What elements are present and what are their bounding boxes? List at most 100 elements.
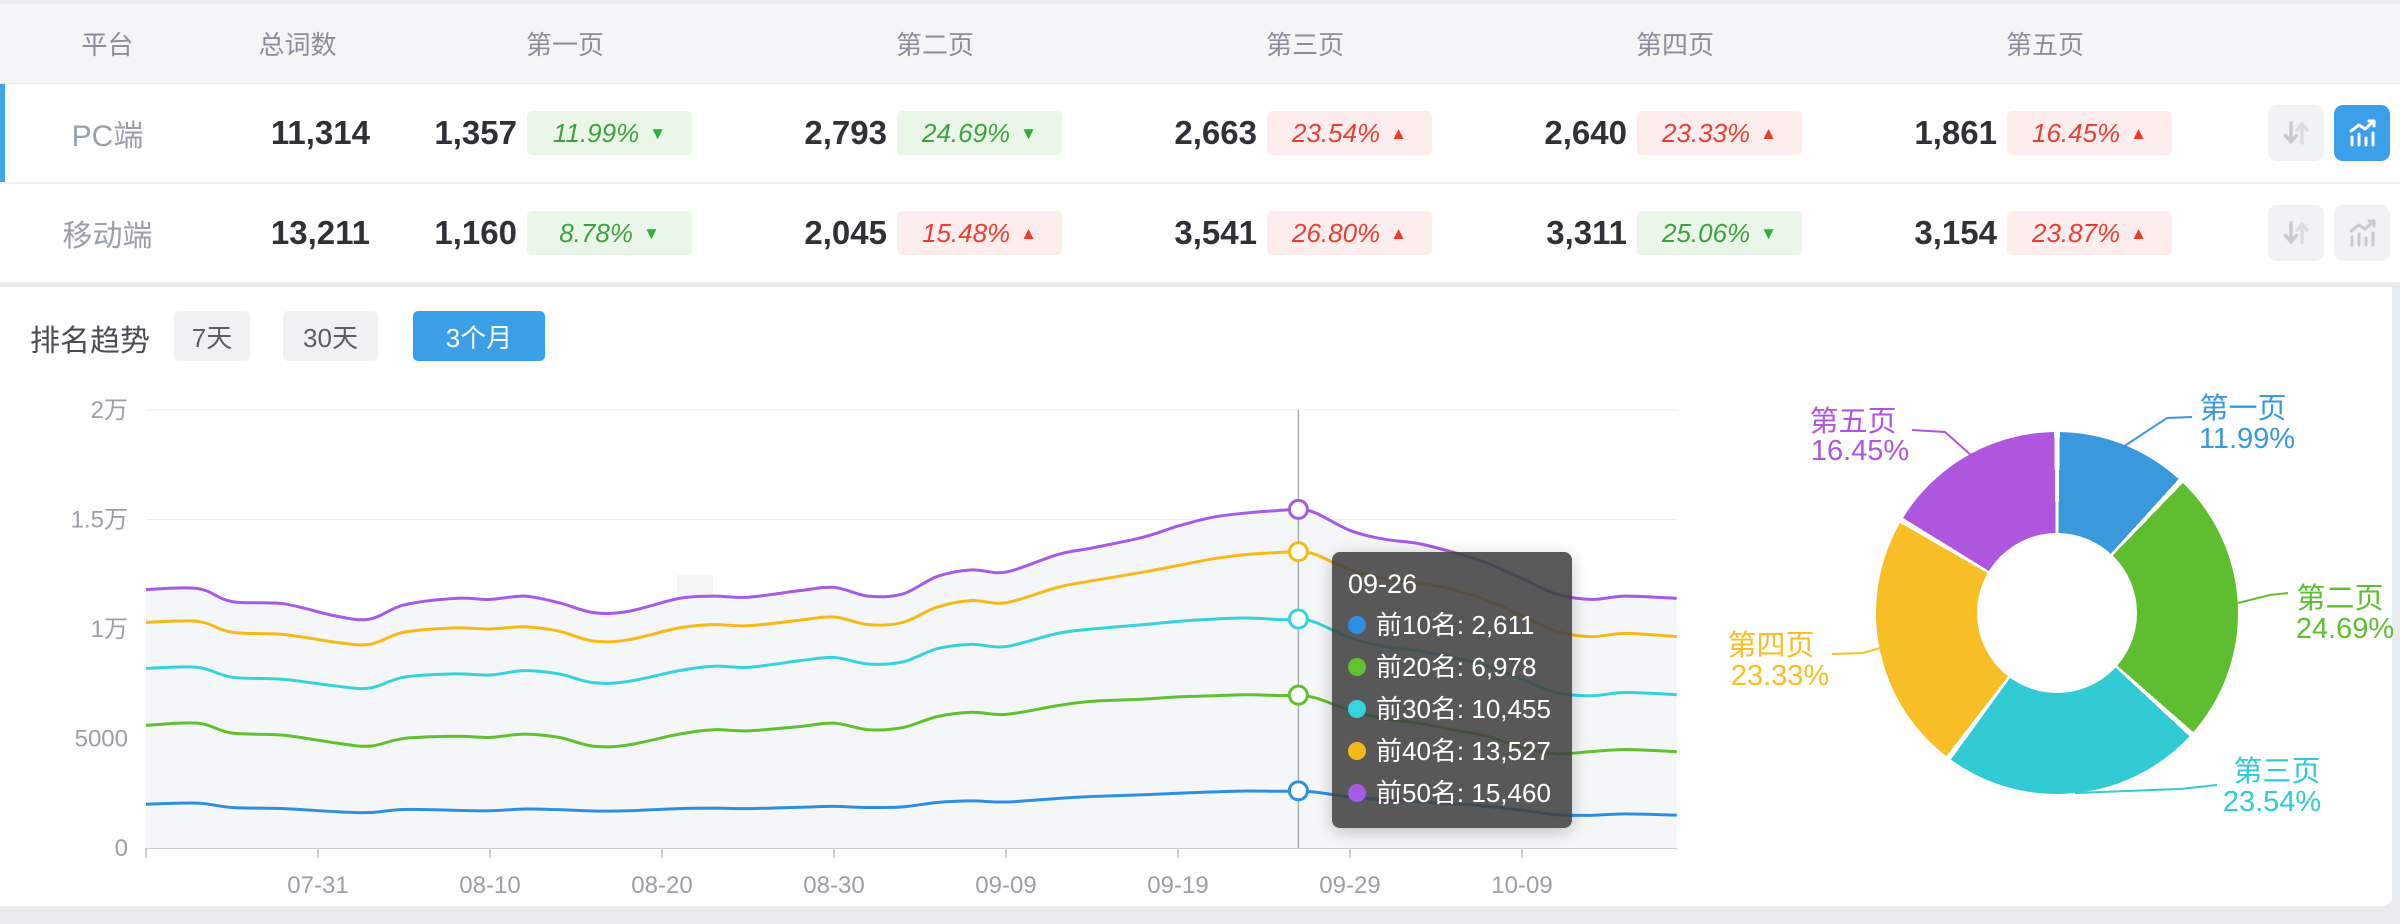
trend-section-title: 排名趋势 [30,325,150,358]
svg-text:2万: 2万 [91,397,128,424]
col-header-page1: 第一页 [525,30,604,60]
trend-arrow-icon: ▲ [1390,123,1407,143]
platform-label: 移动端 [62,220,153,253]
page5-count: 1,861 [1914,114,1997,151]
svg-text:1.5万: 1.5万 [71,507,128,534]
page5-cell: 3,154 23.87% ▲ [1860,211,2230,255]
page4-change-badge: 23.33% ▲ [1637,111,1802,155]
trend-arrow-icon: ▼ [649,123,667,143]
tooltip-date: 09-26 [1348,569,1418,599]
page5-count: 3,154 [1914,214,1997,251]
svg-text:0: 0 [115,835,128,862]
trend-arrow-icon: ▲ [2130,123,2147,143]
tab-30-days[interactable]: 30天 [283,311,378,361]
page2-change-badge: 24.69% ▼ [897,111,1062,155]
trend-arrow-icon: ▼ [1020,123,1037,143]
trend-arrow-icon: ▼ [642,223,660,243]
page1-count: 1,160 [434,214,517,251]
donut-pct-page2: 24.69% [2295,613,2395,645]
series-dot-top50 [1348,784,1366,802]
page2-change-badge: 15.48% ▲ [897,211,1062,255]
page4-count: 2,640 [1544,114,1627,151]
table-row-mobile[interactable]: 移动端 13,211 1,160 8.78% ▼ 2,045 15.48% ▲ 3,… [0,184,2400,282]
col-header-page2: 第二页 [895,30,974,60]
col-header-total-words: 总词数 [258,30,337,60]
svg-text:1万: 1万 [91,616,128,643]
donut-label-page4: 第四页 [1727,630,1815,662]
page5-cell: 1,861 16.45% ▲ [1860,111,2230,155]
trend-chart-button[interactable] [2334,205,2390,261]
donut-pct-page5: 16.45% [1810,435,1910,467]
page3-cell: 2,663 23.54% ▲ [1120,111,1490,155]
page5-change-badge: 16.45% ▲ [2007,111,2172,155]
svg-text:09-19: 09-19 [1147,872,1208,899]
donut-pct-page3: 23.54% [2222,786,2322,818]
tooltip-row: 前30名: 10,455 [1348,688,1556,730]
page-distribution-chart: 第一页 11.99% 第二页 24.69% 第三页 23.54% 第四页 23.… [1700,385,2400,855]
trend-arrow-icon: ▲ [1390,223,1407,243]
donut-label-page5: 第五页 [1809,406,1897,438]
page3-change-badge: 23.54% ▲ [1267,111,1432,155]
tab-7-days[interactable]: 7天 [174,311,250,361]
page4-count: 3,311 [1546,214,1627,251]
page2-cell: 2,045 15.48% ▲ [750,211,1120,255]
col-header-page3: 第三页 [1265,30,1344,60]
donut-pct-page1: 11.99% [2198,423,2296,455]
page3-cell: 3,541 26.80% ▲ [1120,211,1490,255]
ranking-table: 平台 总词数 第一页 第二页 第三页 第四页 第五页 PC端 11,314 1,… [0,4,2400,282]
sort-arrows-icon [2283,121,2309,145]
page2-count: 2,793 [804,114,887,151]
row-actions [2230,105,2400,161]
chart-tooltip: 09-26 前10名: 2,611 前20名: 6,978 前30名: 10,4… [1332,552,1572,828]
table-row-pc[interactable]: PC端 11,314 1,357 11.99% ▼ 2,793 24.69% ▼ 2… [0,84,2400,184]
page1-change-badge: 11.99% ▼ [527,111,692,155]
donut-hole [1977,533,2137,693]
tab-3-months[interactable]: 3个月 [413,311,545,361]
donut-label-connectors [1831,416,2289,794]
series-dot-top30 [1348,700,1366,718]
col-header-platform: 平台 [81,30,134,60]
series-dot-top10 [1348,616,1366,634]
trend-arrow-icon: ▼ [1760,223,1777,243]
sort-button[interactable] [2268,105,2324,161]
tooltip-row: 前20名: 6,978 [1348,646,1556,688]
trend-arrow-icon: ▲ [2130,223,2147,243]
page4-cell: 2,640 23.33% ▲ [1490,111,1860,155]
svg-text:08-30: 08-30 [803,872,864,899]
tooltip-row: 前40名: 13,527 [1348,730,1556,772]
donut-pct-page4: 23.33% [1730,660,1830,692]
sort-button[interactable] [2268,205,2324,261]
svg-text:08-10: 08-10 [459,872,520,899]
col-header-page5: 第五页 [2005,30,2084,60]
chart-icon [2349,219,2376,247]
trend-chart-button[interactable] [2334,105,2390,161]
col-header-page4: 第四页 [1635,30,1714,60]
total-words-value: 13,211 [270,214,370,251]
series-dot-top40 [1348,742,1366,760]
trend-arrow-icon: ▲ [1020,223,1037,243]
page1-cell: 1,160 8.78% ▼ [380,211,750,255]
platform-label: PC端 [71,120,144,153]
page3-count: 3,541 [1174,214,1257,251]
svg-text:5000: 5000 [75,726,128,753]
selected-row-indicator [0,84,5,182]
row-actions [2230,205,2400,261]
donut-label-page1: 第一页 [2199,393,2287,425]
svg-text:09-29: 09-29 [1319,872,1380,899]
page1-count: 1,357 [434,114,517,151]
page2-count: 2,045 [804,214,887,251]
series-dot-top20 [1348,658,1366,676]
page1-change-badge: 8.78% ▼ [527,211,692,255]
svg-text:10-09: 10-09 [1491,872,1552,899]
donut-label-page2: 第二页 [2296,583,2384,615]
total-words-value: 11,314 [270,114,370,151]
svg-text:09-09: 09-09 [975,872,1036,899]
donut-label-page3: 第三页 [2233,756,2321,788]
page2-cell: 2,793 24.69% ▼ [750,111,1120,155]
page5-change-badge: 23.87% ▲ [2007,211,2172,255]
page1-cell: 1,357 11.99% ▼ [380,111,750,155]
sort-arrows-icon [2283,221,2309,245]
svg-text:07-31: 07-31 [287,872,348,899]
page4-change-badge: 25.06% ▼ [1637,211,1802,255]
